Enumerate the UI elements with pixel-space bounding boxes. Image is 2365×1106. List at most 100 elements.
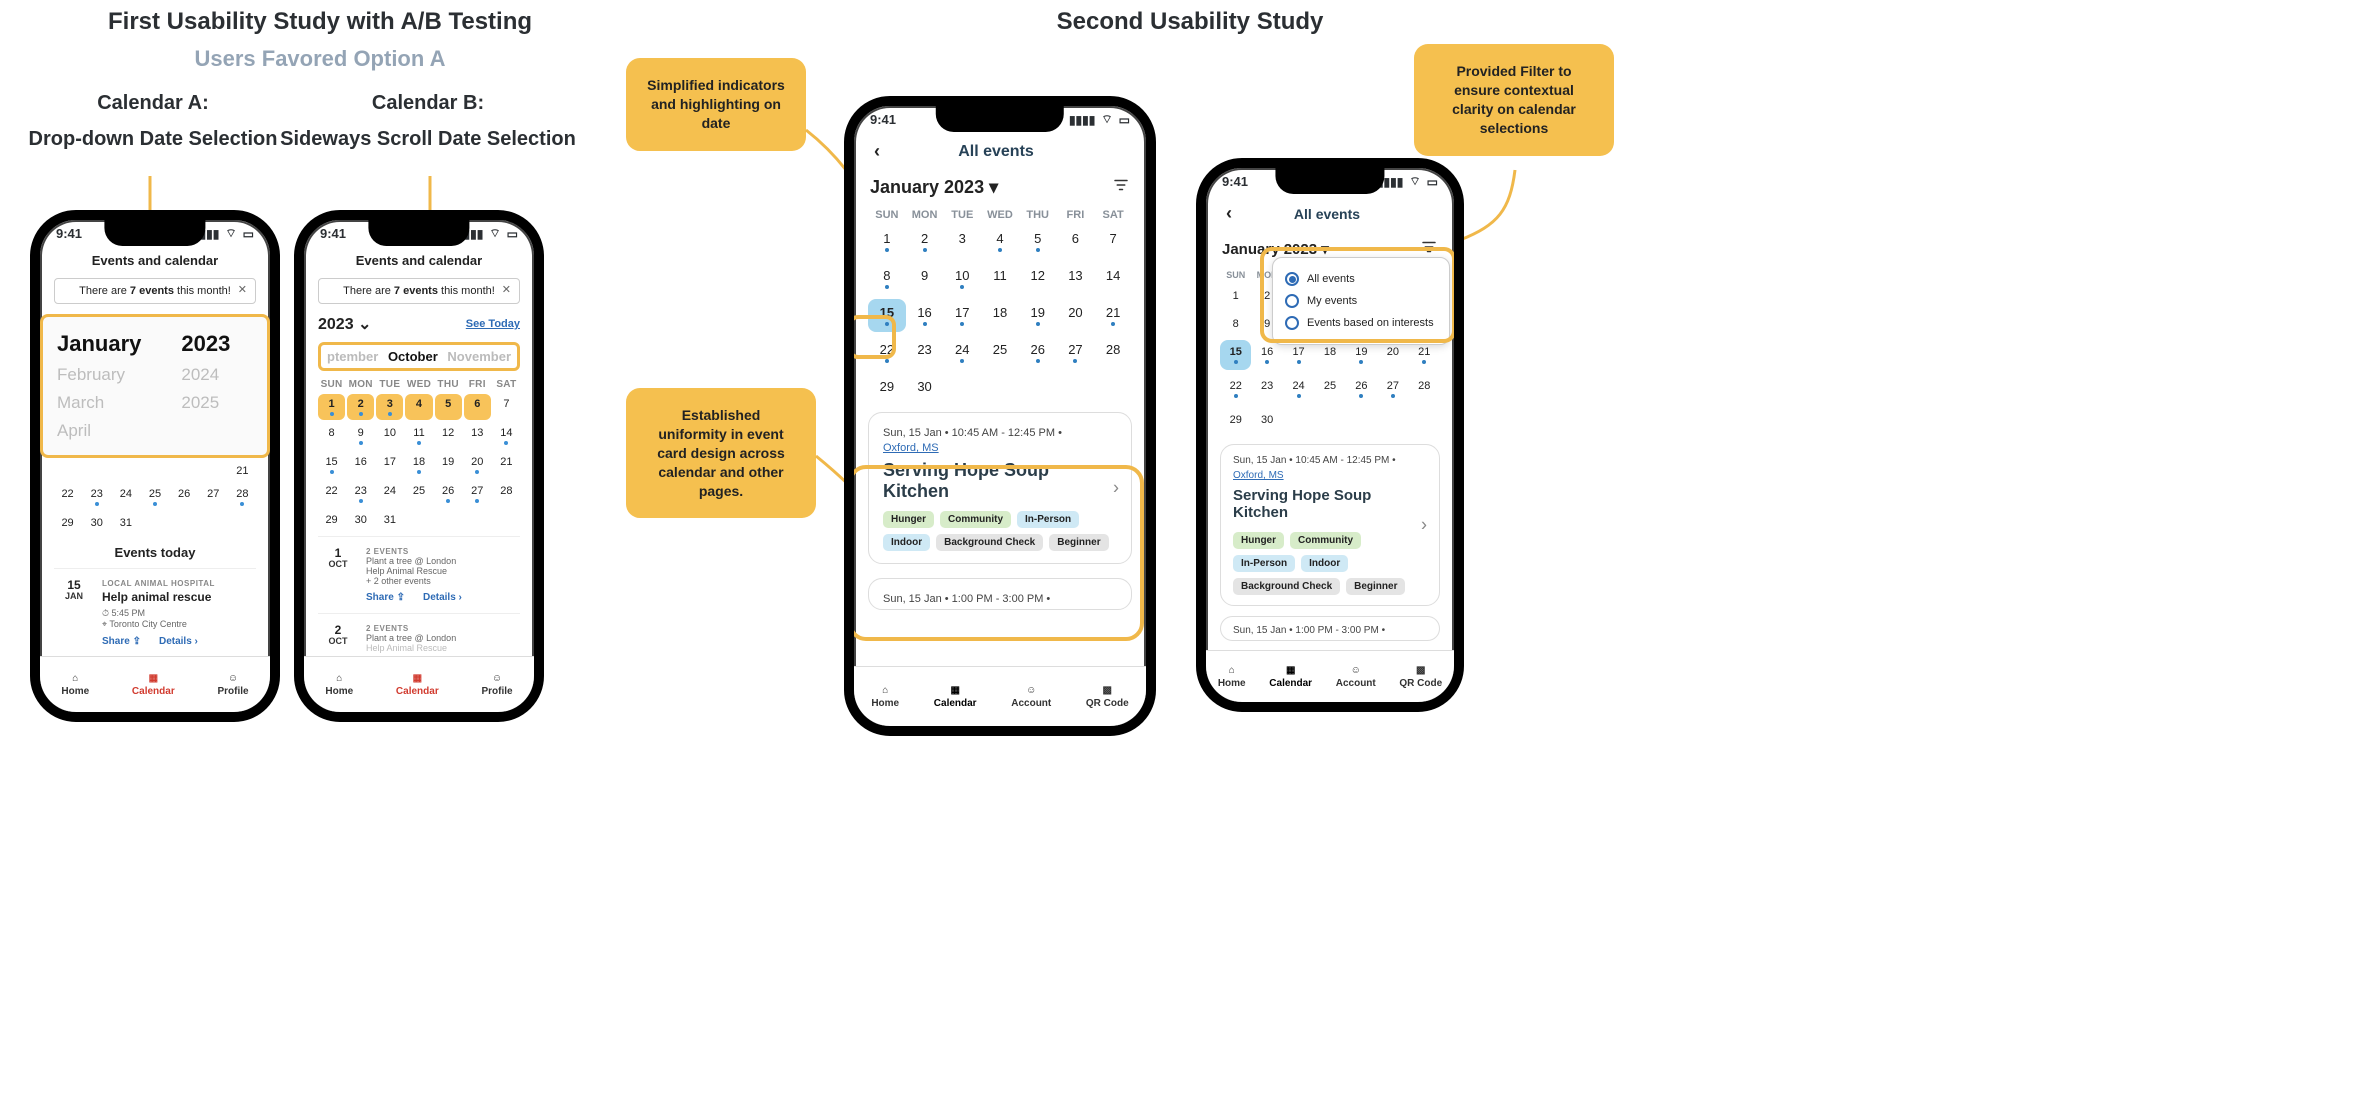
calendar-day[interactable]: 28	[493, 481, 520, 507]
calendar-day[interactable]: 22	[318, 481, 345, 507]
tab-home[interactable]: ⌂Home	[325, 673, 353, 697]
close-icon[interactable]: ✕	[502, 283, 511, 296]
calendar-day[interactable]: 12	[1019, 262, 1057, 295]
filter-option[interactable]: All events	[1285, 268, 1437, 290]
calendar-day[interactable]: 17	[376, 452, 403, 478]
calendar-day[interactable]: 4	[981, 225, 1019, 258]
calendar-day[interactable]	[171, 461, 198, 481]
calendar-day[interactable]: 27	[1057, 336, 1095, 369]
calendar-day[interactable]: 15	[1220, 340, 1251, 370]
year-dropdown[interactable]: 2023 ⌄	[318, 314, 371, 334]
calendar-day[interactable]: 30	[906, 373, 944, 400]
filter-popover[interactable]: All eventsMy eventsEvents based on inter…	[1272, 257, 1450, 345]
calendar-day[interactable]: 22	[868, 336, 906, 369]
share-link[interactable]: Share ⇪	[366, 592, 405, 603]
event-row[interactable]: 1OCT 2 EVENTS Plant a tree @ London Help…	[318, 536, 520, 613]
calendar-day[interactable]: 14	[1094, 262, 1132, 295]
details-link[interactable]: Details ›	[159, 636, 198, 647]
calendar-day[interactable]: 18	[981, 299, 1019, 332]
calendar-day[interactable]: 25	[981, 336, 1019, 369]
calendar-day[interactable]: 29	[868, 373, 906, 400]
calendar-day[interactable]	[229, 513, 256, 533]
calendar-day[interactable]	[1346, 408, 1377, 432]
tab-calendar[interactable]: ▦Calendar	[132, 673, 175, 697]
calendar-day[interactable]: 23	[347, 481, 374, 507]
calendar-day[interactable]	[1057, 373, 1095, 400]
calendar-day[interactable]: 8	[1220, 312, 1251, 336]
calendar-day[interactable]	[1019, 373, 1057, 400]
calendar-day[interactable]	[1314, 408, 1345, 432]
month-year-dropdown[interactable]: JanuaryFebruaryMarchApril 202320242025	[40, 314, 270, 458]
calendar-day[interactable]: 25	[141, 484, 168, 510]
calendar-day[interactable]: 12	[435, 423, 462, 449]
calendar-day[interactable]: 21	[229, 461, 256, 481]
calendar-day[interactable]	[112, 461, 139, 481]
calendar-day[interactable]: 22	[1220, 374, 1251, 404]
calendar-day[interactable]	[1377, 408, 1408, 432]
back-icon[interactable]: ‹	[874, 141, 880, 162]
calendar-day[interactable]	[464, 510, 491, 530]
calendar-day[interactable]: 21	[1094, 299, 1132, 332]
calendar-day[interactable]: 26	[171, 484, 198, 510]
calendar-day[interactable]: 25	[1314, 374, 1345, 404]
tab-profile[interactable]: ☺Profile	[481, 673, 512, 697]
calendar-day[interactable]: 16	[347, 452, 374, 478]
calendar-day[interactable]: 23	[906, 336, 944, 369]
calendar-day[interactable]: 29	[318, 510, 345, 530]
calendar-day[interactable]: 11	[981, 262, 1019, 295]
calendar-day[interactable]	[171, 513, 198, 533]
calendar-day[interactable]: 1	[1220, 284, 1251, 308]
calendar-day[interactable]: 6	[464, 394, 491, 420]
calendar-day[interactable]: 5	[1019, 225, 1057, 258]
tab-calendar[interactable]: ▦Calendar	[1269, 665, 1312, 689]
calendar-day[interactable]: 27	[200, 484, 227, 510]
calendar-day[interactable]: 28	[229, 484, 256, 510]
calendar-day[interactable]: 29	[1220, 408, 1251, 432]
calendar-day[interactable]	[1283, 408, 1314, 432]
calendar-day[interactable]	[141, 461, 168, 481]
calendar-day[interactable]	[200, 461, 227, 481]
calendar-day[interactable]: 23	[83, 484, 110, 510]
calendar-day[interactable]: 10	[943, 262, 981, 295]
calendar-day[interactable]: 7	[1094, 225, 1132, 258]
event-card[interactable]: Sun, 15 Jan • 1:00 PM - 3:00 PM •	[868, 578, 1132, 610]
calendar-day[interactable]: 3	[376, 394, 403, 420]
calendar-day[interactable]: 24	[376, 481, 403, 507]
calendar-day[interactable]: 15	[318, 452, 345, 478]
see-today-link[interactable]: See Today	[466, 318, 520, 330]
calendar-day[interactable]: 24	[112, 484, 139, 510]
close-icon[interactable]: ✕	[238, 283, 247, 296]
tab-home[interactable]: ⌂Home	[871, 685, 899, 709]
calendar-day[interactable]: 13	[464, 423, 491, 449]
calendar-day[interactable]: 13	[1057, 262, 1095, 295]
calendar-day[interactable]: 28	[1094, 336, 1132, 369]
calendar-day[interactable]: 26	[435, 481, 462, 507]
calendar-day[interactable]: 26	[1346, 374, 1377, 404]
calendar-day[interactable]: 28	[1409, 374, 1440, 404]
calendar-day[interactable]: 27	[464, 481, 491, 507]
location-link[interactable]: Oxford, MS	[1233, 470, 1284, 481]
share-link[interactable]: Share ⇪	[102, 636, 141, 647]
calendar-day[interactable]	[54, 461, 81, 481]
calendar-day[interactable]: 30	[347, 510, 374, 530]
calendar-day[interactable]: 8	[318, 423, 345, 449]
calendar-day[interactable]	[943, 373, 981, 400]
back-icon[interactable]: ‹	[1226, 203, 1232, 224]
calendar-day[interactable]: 9	[347, 423, 374, 449]
calendar-day[interactable]	[493, 510, 520, 530]
event-card[interactable]: Sun, 15 Jan • 10:45 AM - 12:45 PM • Oxfo…	[1220, 444, 1440, 606]
calendar-day[interactable]: 24	[1283, 374, 1314, 404]
calendar-day[interactable]: 2	[906, 225, 944, 258]
calendar-day[interactable]: 20	[1057, 299, 1095, 332]
calendar-day[interactable]: 19	[1019, 299, 1057, 332]
tab-home[interactable]: ⌂Home	[61, 673, 89, 697]
calendar-day[interactable]: 16	[906, 299, 944, 332]
calendar-day[interactable]: 14	[493, 423, 520, 449]
details-link[interactable]: Details ›	[423, 592, 462, 603]
calendar-day[interactable]: 31	[376, 510, 403, 530]
tab-account[interactable]: ☺Account	[1336, 665, 1376, 689]
calendar-day[interactable]: 5	[435, 394, 462, 420]
filter-option[interactable]: Events based on interests	[1285, 312, 1437, 334]
tab-calendar[interactable]: ▦Calendar	[396, 673, 439, 697]
calendar-day[interactable]: 9	[906, 262, 944, 295]
